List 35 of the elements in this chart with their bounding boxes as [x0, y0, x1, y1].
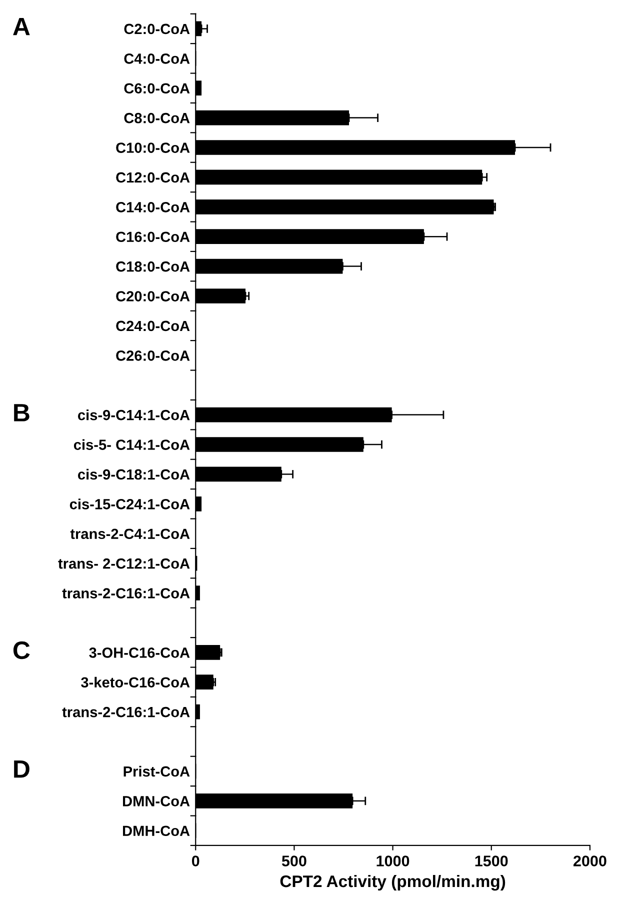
y-tick-label: C10:0-CoA: [116, 142, 190, 153]
x-tick-label: 0: [192, 856, 200, 866]
y-tick-label: cis-15-C24:1-CoA: [70, 498, 190, 510]
y-tick-label: C8:0-CoA: [124, 112, 190, 124]
y-tick-label: C14:0-CoA: [116, 202, 190, 212]
y-tick-label: C12:0-CoA: [116, 172, 190, 183]
text: C: [13, 641, 30, 660]
y-tick-label: C16:0-CoA: [116, 232, 190, 242]
y-tick-label: trans-2-C4:1-CoA: [70, 528, 190, 540]
y-tick-label: DMH-CoA: [122, 826, 190, 836]
y-tick-label: C26:0-CoA: [116, 350, 190, 361]
y-tick-label: cis-9-C14:1-CoA: [78, 410, 190, 420]
y-tick-label: C20:0-CoA: [116, 291, 190, 302]
y-tick-label: trans-2-C16:1-CoA: [62, 588, 190, 598]
y-tick-label: cis-9-C18:1-CoA: [78, 468, 190, 480]
y-tick-label: Prist-CoA: [124, 766, 190, 777]
x-tick-label: 500: [282, 856, 306, 866]
y-tick-label: cis-5- C14:1-CoA: [74, 439, 190, 450]
y-tick-label: C24:0-CoA: [116, 320, 190, 332]
y-tick-label: C18:0-CoA: [116, 261, 190, 272]
y-tick-label: C4:0-CoA: [124, 54, 190, 64]
x-tick-label: 2000: [573, 856, 606, 866]
y-tick-label: trans- 2-C12:1-CoA: [58, 558, 190, 569]
text: A: [13, 18, 30, 36]
y-tick-label: trans-2-C16:1-CoA: [62, 706, 190, 718]
y-tick-label: 3-keto-C16-CoA: [81, 676, 190, 688]
y-tick-label: C2:0-CoA: [124, 24, 190, 34]
x-tick-label: 1500: [475, 856, 508, 866]
y-tick-label: DMN-CoA: [122, 796, 190, 806]
x-tick-label: 1000: [376, 856, 410, 866]
y-tick-label: C6:0-CoA: [124, 83, 190, 94]
x-axis-title: CPT2 Activity (pmol/min.mg): [280, 874, 506, 891]
text: D: [14, 760, 30, 778]
text: B: [14, 404, 30, 422]
y-tick-label: 3-OH-C16-CoA: [89, 648, 190, 658]
